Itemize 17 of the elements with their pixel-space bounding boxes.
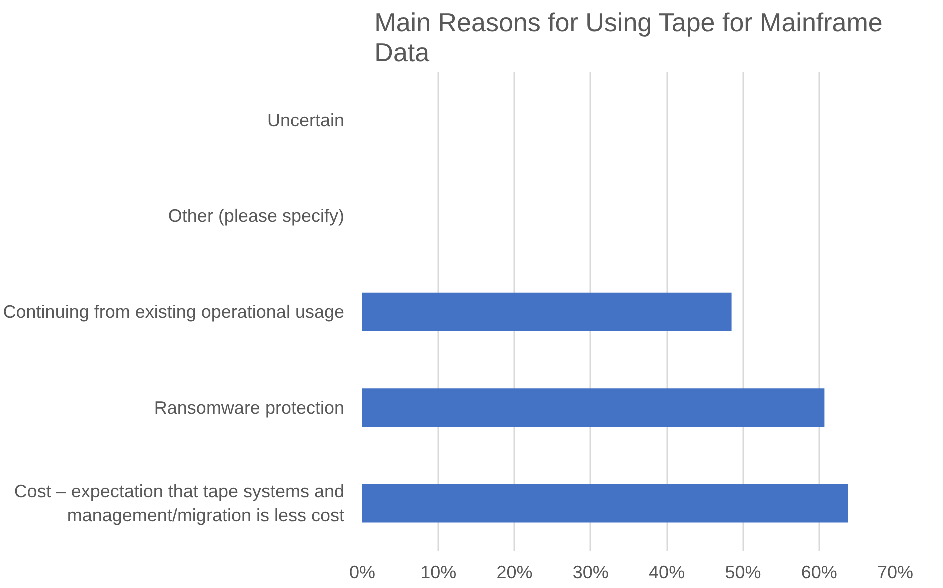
y-tick-label: Continuing from existing operational usage [3,302,345,322]
chart-title: Main Reasons for Using Tape for Mainframe Data [374,8,883,68]
x-tick-label: 20% [496,562,533,582]
bar [362,388,825,427]
y-tick-label: Other (please specify) [168,206,345,226]
bar [362,292,732,332]
x-tick-label: 10% [420,562,457,582]
y-tick-label: Ransomware protection [154,398,345,418]
y-tick-label: Cost – expectation that tape systems and management/migration is less cost [14,482,345,526]
x-tick-label: 70% [877,562,914,582]
bar [362,484,848,523]
x-tick-label: 50% [725,562,762,582]
x-tick-label: 30% [572,562,609,582]
x-tick-label: 0% [349,562,376,582]
y-tick-label: Uncertain [267,110,345,130]
x-tick-label: 60% [801,562,838,582]
x-tick-label: 40% [649,562,686,582]
